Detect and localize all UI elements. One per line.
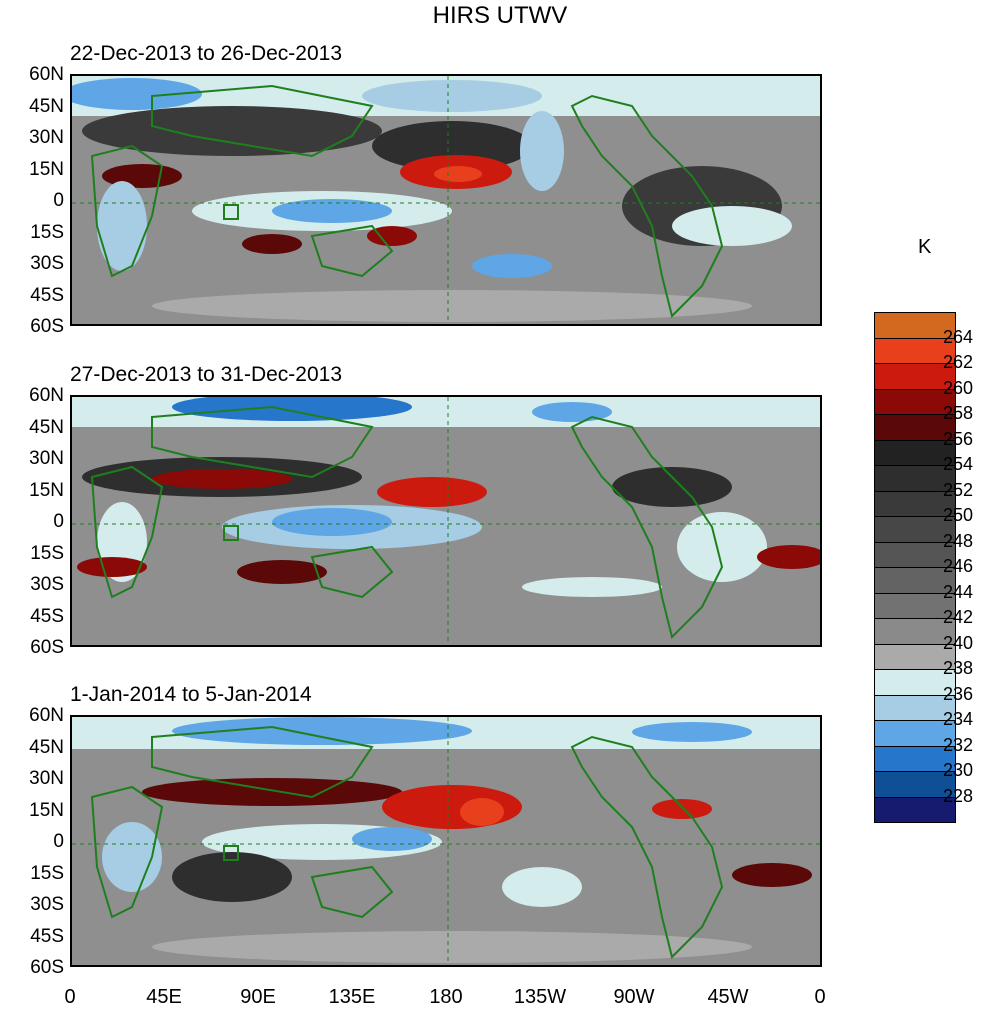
colorbar-label: 244: [943, 581, 974, 602]
lon-label-180: 180: [429, 986, 463, 1008]
lat-label: 30S: [30, 894, 64, 915]
panel-1-field: [72, 76, 820, 324]
lon-label-0: 0: [64, 986, 76, 1008]
panel-1-map: [70, 74, 822, 326]
colorbar-swatch: [874, 465, 956, 492]
lat-label: 0: [53, 511, 64, 532]
colorbar-swatch: [874, 414, 956, 441]
lon-label-90w: 90W: [613, 986, 655, 1008]
colorbar-swatch: [874, 567, 956, 594]
colorbar-label: 230: [943, 760, 974, 780]
panel-2-map: [70, 395, 822, 647]
colorbar-swatch: [874, 312, 956, 339]
colorbar-label: 256: [943, 428, 974, 449]
lat-label: 15S: [30, 221, 64, 243]
panel-1-title: 22-Dec-2013 to 26-Dec-2013: [70, 42, 342, 65]
lat-label: 45N: [29, 736, 64, 758]
lat-label: 15S: [30, 862, 64, 884]
colorbar-label: 264: [943, 326, 974, 347]
lat-label: 30S: [30, 253, 64, 274]
lon-label-90e: 90E: [240, 986, 276, 1008]
colorbar-swatch: [874, 796, 956, 823]
colorbar-label: 258: [943, 403, 974, 423]
lat-label: 60N: [29, 385, 64, 406]
colorbar-label: 260: [943, 377, 974, 398]
lat-label: 60S: [30, 316, 64, 337]
lat-label: 45S: [30, 925, 64, 947]
colorbar-label: 232: [943, 734, 974, 755]
colorbar-swatch: [874, 694, 956, 721]
lat-label: 60S: [30, 957, 64, 978]
lat-label: 15N: [29, 479, 64, 501]
colorbar-swatch: [874, 439, 956, 466]
lon-label-135e: 135E: [328, 986, 376, 1008]
lat-label: 0: [53, 190, 64, 211]
panel-2-field: [72, 397, 820, 645]
lon-label-360: 0: [814, 986, 826, 1008]
colorbar-label: 242: [943, 607, 974, 627]
lat-label: 45N: [29, 416, 64, 438]
lat-label: 15S: [30, 542, 64, 564]
figure-title: HIRS UTWV: [432, 2, 568, 29]
panel-2-title: 27-Dec-2013 to 31-Dec-2013: [70, 363, 342, 386]
lat-label: 60S: [30, 637, 64, 658]
colorbar-swatch: [874, 669, 956, 696]
lon-label-45e: 45E: [146, 986, 182, 1008]
lon-label-135w: 135W: [513, 986, 567, 1008]
colorbar-label: 240: [943, 632, 974, 653]
lat-label: 30N: [29, 448, 64, 469]
lat-label: 30N: [29, 127, 64, 148]
lon-label-45w: 45W: [707, 986, 749, 1008]
colorbar-label: 254: [943, 454, 974, 474]
colorbar-swatch: [874, 337, 956, 364]
colorbar-label: 234: [943, 709, 974, 729]
colorbar-label: 228: [943, 785, 974, 806]
lat-label: 0: [53, 831, 64, 852]
colorbar-label: 250: [943, 505, 974, 525]
colorbar-units: K: [918, 236, 932, 258]
lat-label: 15N: [29, 799, 64, 821]
colorbar-label: 238: [943, 658, 974, 678]
lat-label: 45S: [30, 605, 64, 627]
lat-label: 60N: [29, 705, 64, 726]
colorbar-swatch: [874, 490, 956, 517]
colorbar-swatch: [874, 541, 956, 568]
lat-label: 45N: [29, 95, 64, 117]
panel-3-title: 1-Jan-2014 to 5-Jan-2014: [70, 683, 312, 706]
colorbar-label: 246: [943, 556, 974, 576]
colorbar-label: 252: [943, 479, 974, 500]
panel-3-field: [72, 717, 820, 965]
colorbar-swatch: [874, 618, 956, 645]
colorbar-label: 262: [943, 352, 974, 372]
lat-label: 30S: [30, 574, 64, 595]
colorbar-label: 248: [943, 530, 974, 551]
lat-label: 45S: [30, 284, 64, 306]
lat-label: 30N: [29, 768, 64, 789]
colorbar-label: 236: [943, 683, 974, 704]
lat-label: 60N: [29, 64, 64, 85]
lat-label: 15N: [29, 158, 64, 180]
colorbar-swatch: [874, 720, 956, 747]
panel-3-map: [70, 715, 822, 967]
